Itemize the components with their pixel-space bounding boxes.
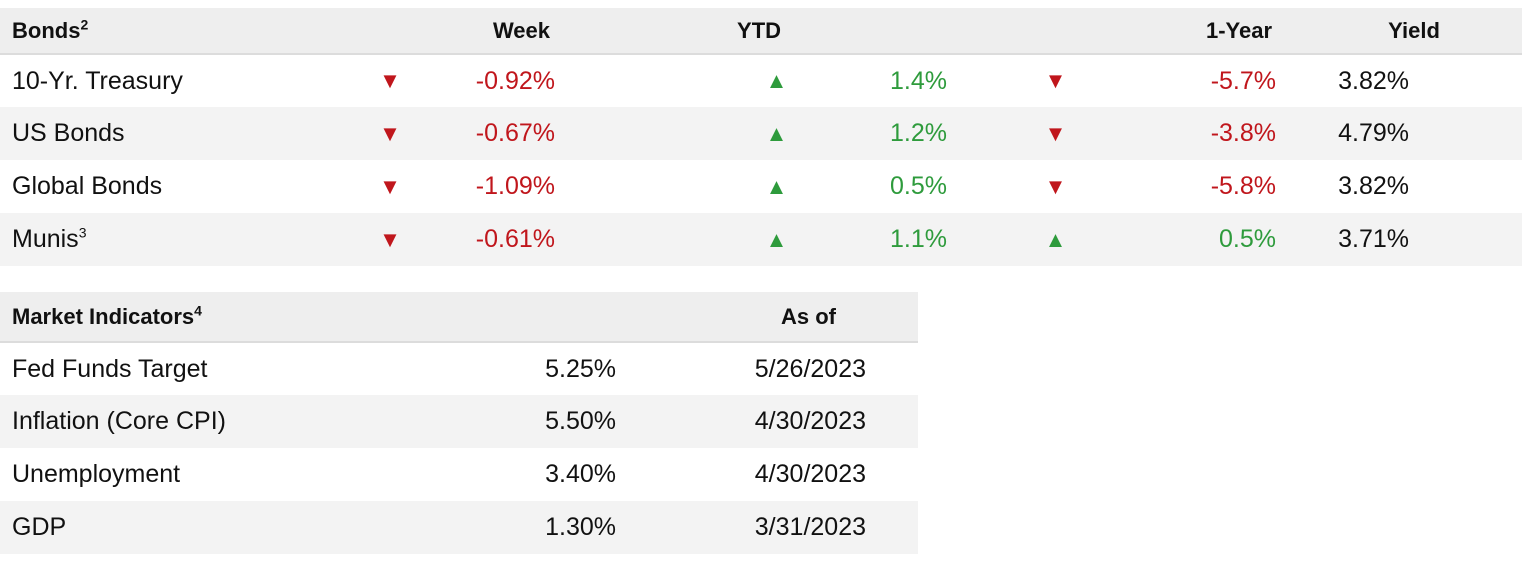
triangle-down-icon: ▼ bbox=[379, 120, 401, 146]
one-year-change: -5.8% bbox=[1210, 172, 1277, 200]
indicator-name: Unemployment bbox=[12, 460, 181, 488]
footnote-marker: 4 bbox=[194, 302, 202, 319]
week-change: -0.67% bbox=[475, 119, 556, 147]
ytd-change: 1.2% bbox=[890, 119, 947, 147]
bond-row: Global Bonds ▼ -1.09% ▲ 0.5% ▼ -5.8% 3.82% bbox=[0, 160, 1522, 213]
triangle-down-icon: ▼ bbox=[379, 173, 401, 199]
week-column-header: Week bbox=[492, 17, 551, 43]
ytd-column-header: YTD bbox=[737, 17, 782, 43]
market-indicators-table: Market Indicators4 As of Fed Funds Targe… bbox=[0, 292, 918, 554]
yield-value: 3.82% bbox=[1338, 172, 1410, 200]
footnote-marker: 2 bbox=[80, 16, 89, 33]
indicator-name: GDP bbox=[12, 513, 67, 541]
bonds-title: Bonds2 bbox=[12, 16, 89, 43]
indicator-value: 5.50% bbox=[545, 407, 616, 435]
bond-row: Munis3 ▼ -0.61% ▲ 1.1% ▲ 0.5% 3.71% bbox=[0, 213, 1523, 266]
indicator-row: Inflation (Core CPI) 5.50% 4/30/2023 bbox=[0, 395, 918, 448]
indicator-value: 5.25% bbox=[545, 354, 616, 383]
bonds-header-row: Bonds2 Week YTD 1-Year Yield bbox=[0, 8, 1523, 54]
yield-value: 3.71% bbox=[1338, 225, 1410, 253]
triangle-down-icon: ▼ bbox=[1044, 120, 1067, 146]
indicator-value: 3.40% bbox=[545, 460, 616, 488]
one-year-change: 0.5% bbox=[1219, 225, 1277, 253]
bond-name: 10-Yr. Treasury bbox=[12, 66, 183, 95]
bond-name: Global Bonds bbox=[12, 172, 163, 200]
triangle-down-icon: ▼ bbox=[379, 226, 401, 252]
indicator-row: GDP 1.30% 3/31/2023 bbox=[0, 501, 918, 554]
bond-row: 10-Yr. Treasury ▼ -0.92% ▲ 1.4% ▼ -5.7% 3.82% bbox=[0, 54, 1522, 107]
triangle-down-icon: ▼ bbox=[379, 68, 401, 93]
indicator-name: Fed Funds Target bbox=[12, 354, 208, 383]
footnote-marker: 3 bbox=[78, 224, 87, 241]
triangle-up-icon: ▲ bbox=[765, 173, 788, 199]
one-year-column-header: 1-Year bbox=[1205, 17, 1273, 43]
triangle-up-icon: ▲ bbox=[765, 120, 788, 146]
bond-name: Munis3 bbox=[12, 224, 87, 253]
indicator-date: 4/30/2023 bbox=[754, 407, 866, 435]
indicator-date: 4/30/2023 bbox=[754, 460, 866, 488]
indicator-date: 3/31/2023 bbox=[754, 513, 866, 541]
indicator-value: 1.30% bbox=[545, 513, 616, 541]
triangle-up-icon: ▲ bbox=[765, 68, 788, 93]
triangle-up-icon: ▲ bbox=[765, 226, 788, 252]
bond-name: US Bonds bbox=[12, 119, 125, 147]
indicator-row: Unemployment 3.40% 4/30/2023 bbox=[0, 448, 918, 501]
week-change: -0.61% bbox=[475, 225, 556, 253]
week-change: -1.09% bbox=[475, 172, 556, 200]
market-header-row: Market Indicators4 As of bbox=[0, 292, 918, 342]
ytd-change: 1.1% bbox=[890, 225, 947, 253]
bond-row: US Bonds ▼ -0.67% ▲ 1.2% ▼ -3.8% 4.79% bbox=[0, 107, 1523, 160]
triangle-down-icon: ▼ bbox=[1044, 68, 1067, 93]
week-change: -0.92% bbox=[475, 66, 556, 95]
one-year-change: -5.7% bbox=[1210, 66, 1277, 95]
ytd-change: 0.5% bbox=[890, 172, 947, 200]
one-year-change: -3.8% bbox=[1210, 119, 1277, 147]
bonds-table: Bonds2 Week YTD 1-Year Yield 10-Yr. Trea… bbox=[0, 8, 1523, 266]
indicator-name: Inflation (Core CPI) bbox=[12, 407, 226, 435]
ytd-change: 1.4% bbox=[890, 66, 947, 95]
indicator-date: 5/26/2023 bbox=[754, 354, 866, 383]
triangle-down-icon: ▼ bbox=[1044, 173, 1067, 199]
yield-value: 4.79% bbox=[1338, 119, 1410, 147]
as-of-column-header: As of bbox=[781, 303, 836, 329]
triangle-up-icon: ▲ bbox=[1044, 226, 1067, 252]
market-indicators-title: Market Indicators4 bbox=[12, 302, 202, 329]
indicator-row: Fed Funds Target 5.25% 5/26/2023 bbox=[0, 342, 918, 395]
yield-value: 3.82% bbox=[1338, 66, 1410, 95]
yield-column-header: Yield bbox=[1388, 17, 1440, 43]
